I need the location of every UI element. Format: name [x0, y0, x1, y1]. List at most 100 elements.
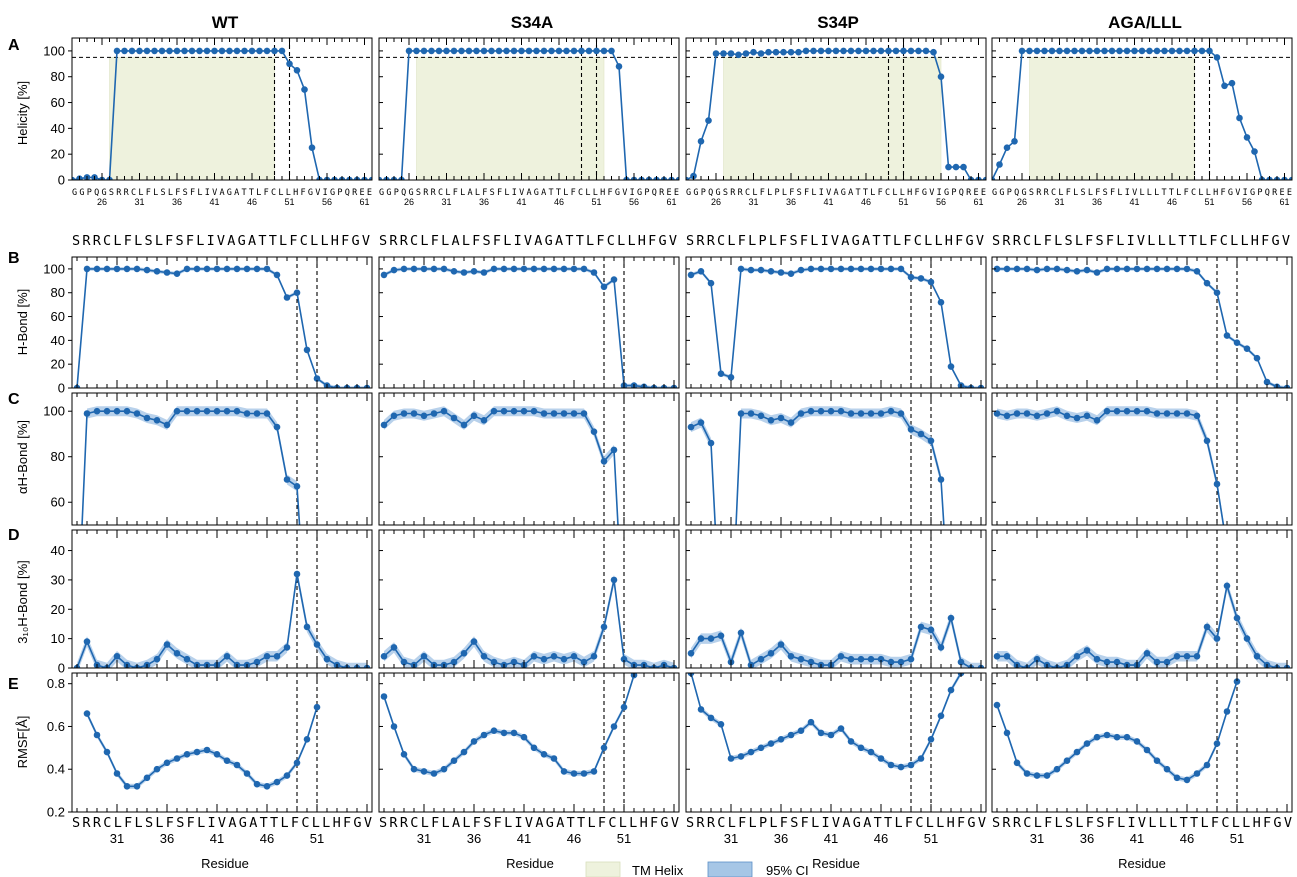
data-point [797, 266, 805, 274]
x-tick-number: 46 [861, 197, 871, 207]
data-point [608, 47, 615, 55]
data-point [410, 265, 418, 273]
data-point [113, 265, 121, 273]
tm-helix-region [109, 57, 275, 180]
data-point [1183, 776, 1191, 784]
data-point [1078, 47, 1086, 55]
data-point [560, 655, 568, 663]
data-point [802, 47, 810, 55]
panel-frame [71, 672, 373, 813]
y-tick-label: 0 [58, 661, 65, 676]
data-point [1228, 79, 1236, 87]
ci-band [384, 406, 619, 525]
panel-plot-area [380, 257, 678, 388]
data-point [520, 265, 528, 273]
data-point [480, 47, 488, 55]
data-point [1284, 636, 1291, 643]
data-point [193, 265, 201, 273]
data-point [807, 265, 815, 273]
data-point [610, 576, 618, 584]
data-point [540, 751, 548, 758]
data-point [917, 755, 925, 762]
data-point [570, 47, 578, 55]
data-point [263, 265, 271, 273]
data-point [490, 658, 498, 666]
sequence-tick-labels: SRRCLFLPLFSFLIVAGATTLFCLLHFGV [686, 815, 986, 831]
data-point [1043, 772, 1051, 779]
data-point [550, 265, 558, 273]
panel-d-s34p [685, 529, 987, 669]
y-tick-label: 0.2 [47, 805, 65, 820]
data-point [952, 163, 960, 171]
series-line [690, 615, 981, 668]
data-point [1146, 47, 1153, 55]
data-point [1103, 731, 1111, 739]
data-point [1116, 47, 1123, 55]
panel-plot-area [687, 530, 985, 668]
panel-a-s34p: GGPQGSRRCLFLPLFSFLIVAGATTLFCLLHFGVIGPQRE… [685, 37, 987, 207]
data-point [1133, 407, 1141, 415]
panel-c-wt: 60 80 100 [43, 392, 373, 643]
data-point [847, 410, 855, 417]
data-point [324, 636, 331, 643]
data-point [243, 770, 251, 777]
panel-frame [71, 392, 373, 526]
sequence-tick-labels: SRRCLFLSLFSFLIVAGATTLFCLLHFGV [72, 815, 372, 831]
data-point [173, 407, 181, 415]
panel-plot-area [380, 393, 648, 643]
data-point [440, 407, 448, 415]
data-point [241, 47, 248, 55]
data-point [825, 47, 832, 55]
y-tick-label: 100 [43, 404, 65, 419]
data-point [313, 703, 321, 711]
data-point [832, 47, 840, 55]
data-point [308, 144, 316, 151]
panel-b-s34a [378, 256, 680, 389]
data-point [271, 47, 278, 55]
series-line [690, 673, 962, 768]
column-title-aga-lll: AGA/LLL [1108, 13, 1182, 32]
panel-frame [378, 256, 680, 389]
data-point [143, 47, 151, 55]
x-tick-number: 56 [936, 197, 946, 207]
data-point [540, 47, 548, 55]
data-point [817, 407, 825, 415]
data-point [530, 265, 538, 273]
panel-e-wt: 0.2 0.4 0.6 0.8 SRRCLFLSLFSFLIVAGATTLFCLLHFG… [47, 672, 373, 846]
data-point [1153, 47, 1161, 55]
data-point [533, 47, 540, 55]
ylabel-alpha-hbond: αH-Bond [%] [15, 420, 30, 494]
data-point [585, 47, 593, 55]
data-point [400, 751, 408, 758]
data-point [857, 265, 865, 273]
data-point [641, 636, 648, 643]
data-point [1193, 770, 1201, 777]
data-point [897, 763, 905, 771]
ci-band [384, 673, 634, 777]
data-point [440, 265, 448, 273]
data-point [1143, 265, 1151, 273]
sequence-tick-labels: GGPQGSRRCLFLALFSFLIVAGATTLFCLLHFGVIGPQRE… [379, 188, 679, 198]
x-tick-number: 51 [924, 831, 938, 846]
data-point [897, 410, 905, 417]
data-point [1011, 138, 1018, 145]
data-point [450, 757, 458, 764]
data-point [867, 410, 875, 417]
data-point [922, 47, 930, 55]
data-point [153, 765, 161, 773]
data-point [1073, 414, 1081, 422]
data-point [1253, 653, 1261, 660]
data-point [1108, 47, 1116, 55]
data-point [133, 783, 141, 790]
data-point [707, 635, 715, 642]
data-point [323, 655, 331, 663]
data-point [1163, 765, 1171, 773]
data-point [1251, 148, 1258, 155]
data-point [473, 47, 480, 55]
data-point [1013, 410, 1021, 417]
sequence-label-s34a: SRRCLFLALFSFLIVAGATTLFCLLHFGV [379, 233, 677, 249]
xlabel-s34a: Residue [506, 856, 554, 871]
data-point [1143, 746, 1151, 754]
y-tick-label: 60 [51, 309, 65, 324]
ci-band [87, 704, 317, 789]
